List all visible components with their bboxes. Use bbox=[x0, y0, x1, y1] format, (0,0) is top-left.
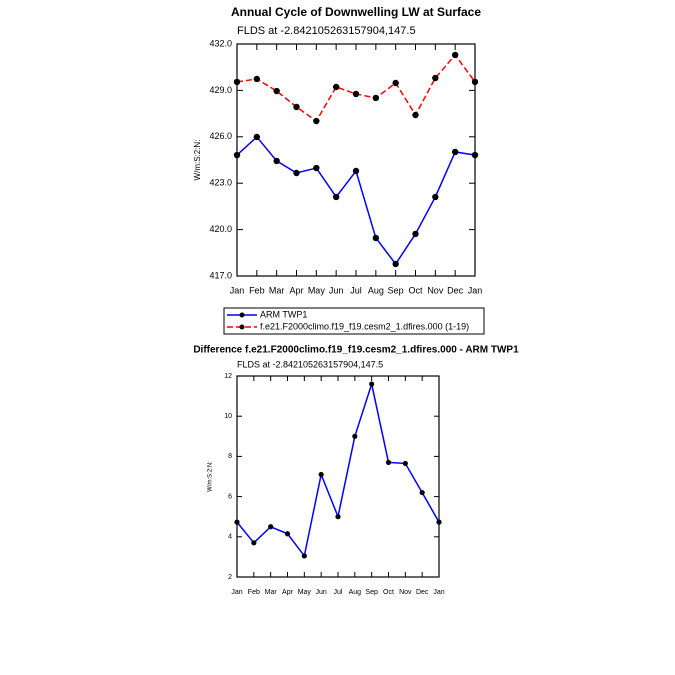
point bbox=[273, 87, 280, 95]
x-tick-label: May bbox=[298, 589, 312, 596]
point bbox=[471, 78, 479, 86]
legend-marker bbox=[239, 324, 245, 330]
point bbox=[451, 51, 459, 59]
x-tick-label: Jan bbox=[231, 589, 242, 596]
point bbox=[284, 531, 291, 537]
point bbox=[318, 471, 324, 478]
x-tick-label: Dec bbox=[447, 285, 464, 295]
point bbox=[419, 489, 425, 496]
point bbox=[233, 78, 241, 86]
point bbox=[402, 460, 408, 467]
x-tick-label: Nov bbox=[399, 589, 412, 596]
chart-title: Annual Cycle of Downwelling LW at Surfac… bbox=[231, 5, 481, 19]
y-tick-label: 4 bbox=[228, 534, 232, 541]
point bbox=[432, 193, 439, 201]
y-tick-label: 426.0 bbox=[209, 131, 232, 141]
x-tick-label: Jun bbox=[329, 285, 344, 295]
point bbox=[392, 79, 399, 87]
point bbox=[412, 111, 419, 119]
x-tick-label: Sep bbox=[388, 285, 404, 295]
chart-subtitle: FLDS at -2.842105263157904,147.5 bbox=[237, 359, 383, 369]
legend-label: f.e21.F2000climo.f19_f19.cesm2_1.dfires.… bbox=[260, 321, 469, 331]
point bbox=[253, 75, 261, 83]
y-tick-label: 2 bbox=[228, 574, 232, 581]
point bbox=[385, 459, 392, 466]
legend-marker bbox=[239, 312, 245, 318]
point bbox=[352, 90, 360, 98]
y-tick-label: 420.0 bbox=[209, 224, 232, 234]
x-tick-label: Aug bbox=[368, 285, 384, 295]
x-tick-label: Feb bbox=[249, 285, 265, 295]
x-tick-label: Apr bbox=[282, 589, 294, 596]
point bbox=[436, 519, 442, 525]
y-tick-label: 6 bbox=[228, 493, 232, 500]
point bbox=[268, 524, 274, 530]
point bbox=[352, 167, 360, 175]
point bbox=[293, 103, 300, 111]
point bbox=[372, 94, 380, 102]
x-tick-label: Nov bbox=[427, 285, 444, 295]
point bbox=[451, 148, 459, 156]
x-tick-label: Jan bbox=[230, 285, 245, 295]
legend-box bbox=[223, 307, 485, 335]
point bbox=[293, 169, 300, 177]
x-tick-label: Jul bbox=[334, 589, 343, 596]
point bbox=[372, 234, 380, 242]
series-line bbox=[236, 53, 476, 123]
x-tick-label: Jun bbox=[316, 589, 327, 596]
point bbox=[234, 519, 240, 525]
point bbox=[301, 553, 307, 559]
x-tick-label: May bbox=[308, 285, 326, 295]
chart-title: Difference f.e21.F2000climo.f19_f19.cesm… bbox=[193, 345, 519, 356]
x-tick-label: Jan bbox=[433, 589, 444, 596]
legend-label: ARM TWP1 bbox=[260, 309, 307, 319]
point bbox=[352, 433, 358, 439]
x-tick-label: Jul bbox=[350, 285, 362, 295]
point bbox=[273, 157, 280, 165]
point bbox=[392, 260, 399, 268]
point bbox=[313, 164, 320, 172]
plot-frame bbox=[236, 375, 440, 578]
x-tick-label: Mar bbox=[265, 589, 278, 596]
point bbox=[233, 151, 241, 159]
x-tick-label: Dec bbox=[416, 589, 429, 596]
point bbox=[335, 514, 341, 520]
point bbox=[432, 74, 439, 82]
x-tick-label: Oct bbox=[408, 285, 423, 295]
point bbox=[313, 117, 320, 125]
x-tick-label: Sep bbox=[365, 589, 378, 596]
x-tick-label: Mar bbox=[269, 285, 285, 295]
y-tick-label: 10 bbox=[224, 413, 232, 420]
series-line bbox=[236, 135, 476, 266]
point bbox=[369, 381, 375, 387]
point bbox=[332, 193, 340, 201]
point bbox=[471, 151, 479, 159]
point bbox=[253, 133, 261, 141]
y-tick-label: 432.0 bbox=[209, 38, 232, 48]
x-tick-label: Apr bbox=[289, 285, 303, 295]
plot-frame bbox=[236, 43, 476, 277]
point bbox=[251, 540, 257, 546]
x-tick-label: Aug bbox=[349, 589, 362, 596]
chart-subtitle: FLDS at -2.842105263157904,147.5 bbox=[237, 25, 416, 37]
point bbox=[332, 83, 340, 91]
y-tick-label: 8 bbox=[228, 453, 232, 460]
x-tick-label: Jan bbox=[468, 285, 483, 295]
y-tick-label: 12 bbox=[224, 373, 232, 380]
x-tick-label: Oct bbox=[383, 589, 394, 596]
y-tick-label: 423.0 bbox=[209, 178, 232, 188]
y-axis-label: W/m:S:2:N: bbox=[193, 140, 202, 181]
x-tick-label: Feb bbox=[248, 589, 260, 596]
y-tick-label: 417.0 bbox=[209, 270, 232, 280]
series-line bbox=[236, 381, 440, 558]
y-axis-label: W/m:S:2:N: bbox=[208, 461, 214, 492]
y-tick-label: 429.0 bbox=[209, 85, 232, 95]
point bbox=[412, 230, 419, 238]
